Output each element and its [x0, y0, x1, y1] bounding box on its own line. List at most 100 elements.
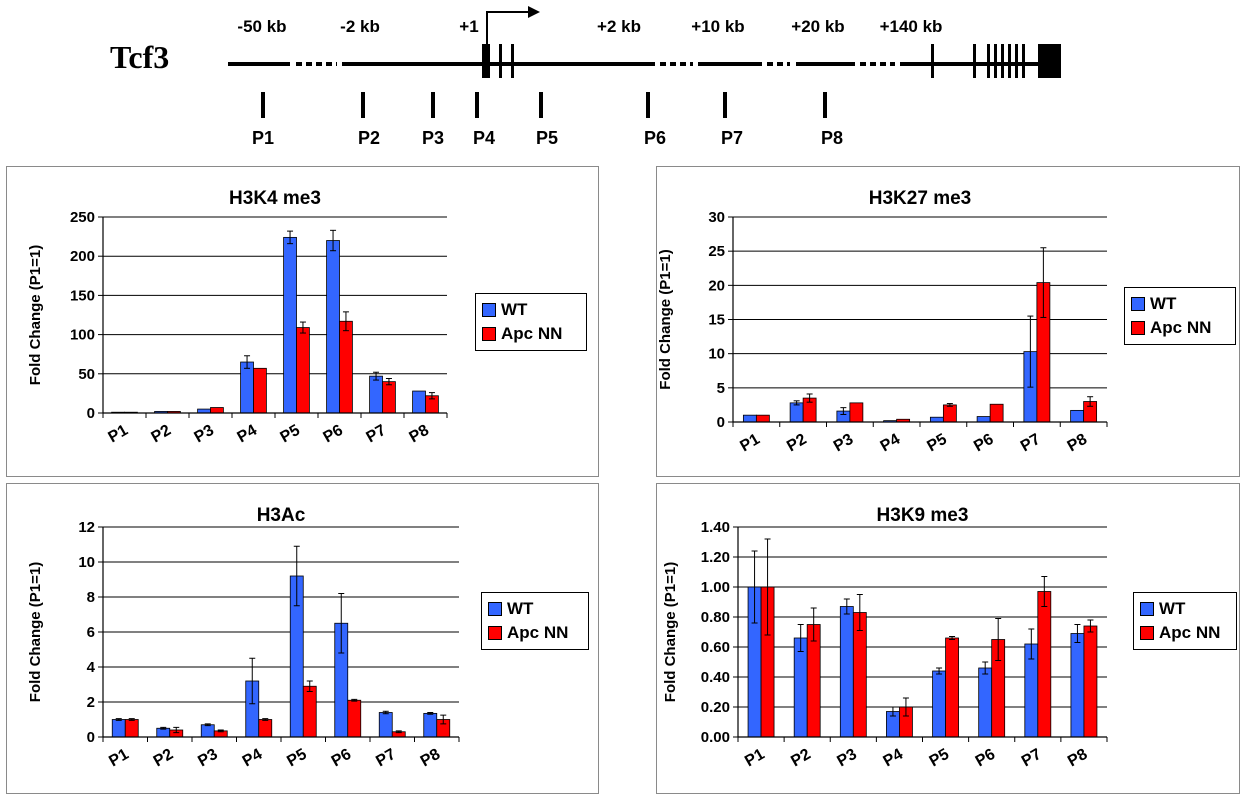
legend-wt-label: WT [501, 300, 528, 319]
y-tick-label: 0 [87, 405, 95, 422]
x-tick-label: P7 [373, 746, 399, 771]
y-tick-label: 5 [717, 380, 725, 397]
y-tick-label: 0.40 [701, 669, 730, 686]
apc-swatch [488, 626, 502, 640]
y-tick-label: 8 [87, 589, 95, 606]
probe-label: P2 [358, 128, 380, 148]
x-tick-label: P8 [418, 746, 444, 771]
y-tick-label: 0.60 [701, 639, 730, 656]
gene-diagram: Tcf3 -50 kb -2 kb +1 +2 kb +10 kb +2 [110, 6, 1061, 148]
bar-apc [296, 327, 310, 414]
distance-label: +140 kb [880, 17, 943, 36]
legend-wt-label: WT [507, 599, 534, 618]
bar-apc [1037, 591, 1052, 738]
bar-wt [283, 236, 297, 414]
bar-apc [302, 685, 317, 738]
x-tick-label: P1 [106, 422, 132, 447]
probe-label: P5 [536, 128, 558, 148]
y-tick-label: 2 [87, 694, 95, 711]
bar-apc [210, 407, 224, 414]
y-tick-label: 0.20 [701, 699, 730, 716]
legend-wt-label: WT [1159, 599, 1186, 618]
y-axis-label: Fold Change (P1=1) [27, 562, 44, 702]
probe-markers [261, 92, 827, 118]
x-tick-label: P6 [971, 431, 997, 456]
x-tick-label: P6 [329, 746, 355, 771]
distance-label: +1 [459, 17, 478, 36]
h3ac-chart: H3Ac Fold Change (P1=1) 0 2 4 6 8 10 12 P1 P2 P3 P4 P… [27, 505, 460, 771]
probe-label: P6 [644, 128, 666, 148]
bar-wt [423, 712, 438, 738]
chart-legend: WT Apc NN [475, 293, 587, 351]
bar-wt [978, 667, 993, 738]
x-tick-label: P3 [831, 431, 857, 456]
x-tick-label: P4 [240, 746, 266, 771]
probe-label: P7 [721, 128, 743, 148]
x-tick-label: P7 [364, 422, 390, 447]
bar-apc [942, 404, 957, 423]
y-tick-label: 150 [70, 287, 95, 304]
apc-swatch [1131, 321, 1145, 335]
x-tick-label: P7 [1019, 746, 1045, 771]
x-tick-label: P2 [788, 746, 814, 771]
gene-name: Tcf3 [110, 39, 169, 75]
y-tick-label: 4 [87, 659, 96, 676]
chart-legend: WT Apc NN [481, 592, 589, 650]
y-tick-label: 200 [70, 248, 95, 265]
apc-swatch [482, 327, 496, 341]
bar-apc [124, 719, 139, 738]
exons [482, 44, 1061, 78]
bar-apc [755, 414, 770, 423]
legend-apc-label: Apc NN [1159, 623, 1221, 642]
tss-arrow [486, 6, 540, 44]
x-tick-label: P5 [284, 746, 310, 771]
wt-swatch [1140, 602, 1154, 616]
y-tick-label: 0 [717, 414, 725, 431]
x-tick-label: P2 [151, 746, 177, 771]
x-tick-label: P8 [407, 422, 433, 447]
distance-label: +10 kb [691, 17, 744, 36]
bar-apc [382, 381, 396, 414]
distance-label: +2 kb [597, 17, 641, 36]
x-tick-label: P3 [192, 422, 218, 447]
y-tick-label: 12 [78, 519, 95, 536]
bar-apc [852, 612, 867, 738]
x-tick-label: P1 [737, 431, 763, 456]
x-tick-label: P8 [1065, 746, 1091, 771]
bar-wt [378, 712, 393, 738]
x-tick-label: P5 [924, 431, 950, 456]
y-tick-label: 0.00 [701, 729, 730, 746]
wt-swatch [1131, 297, 1145, 311]
chart-panel-h3k9me3: H3K9 me3 Fold Change (P1=1) 0.00 0.20 0.40 0.… [656, 483, 1240, 794]
y-tick-label: 6 [87, 624, 95, 641]
y-tick-label: 10 [708, 346, 725, 363]
y-tick-label: 20 [708, 277, 725, 294]
chart-legend: WT Apc NN [1133, 592, 1237, 650]
wt-swatch [488, 602, 502, 616]
x-tick-label: P2 [784, 431, 810, 456]
y-axis-label: Fold Change (P1=1) [27, 245, 44, 385]
bar-wt [200, 724, 215, 738]
x-tick-label: P1 [106, 746, 132, 771]
chart-title: H3K27 me3 [869, 188, 971, 209]
bar-wt [742, 414, 757, 423]
distance-label: -50 kb [237, 17, 286, 36]
h3k9me3-chart: H3K9 me3 Fold Change (P1=1) 0.00 0.20 0.40 0.… [662, 505, 1108, 771]
y-tick-label: 50 [78, 366, 95, 383]
x-tick-label: P2 [149, 422, 175, 447]
bar-wt [412, 390, 426, 414]
x-tick-label: P4 [880, 746, 906, 771]
x-tick-label: P3 [834, 746, 860, 771]
bar-wt [929, 416, 944, 423]
x-tick-label: P6 [973, 746, 999, 771]
bar-wt [111, 719, 126, 738]
y-tick-label: 1.00 [701, 579, 730, 596]
chart-title: H3Ac [257, 505, 306, 526]
distance-label: +20 kb [791, 17, 844, 36]
chart-panel-h3ac: H3Ac Fold Change (P1=1) 0 2 4 6 8 10 12 P1 P2 P3 P4 P… [6, 483, 599, 794]
h3k4me3-chart: H3K4 me3 Fold Change (P1=1) 0 50 100 150 200 25… [27, 188, 448, 447]
bar-wt [1070, 409, 1085, 423]
probe-label: P1 [252, 128, 274, 148]
chart-title: H3K9 me3 [877, 505, 969, 526]
bar-wt [369, 375, 383, 414]
